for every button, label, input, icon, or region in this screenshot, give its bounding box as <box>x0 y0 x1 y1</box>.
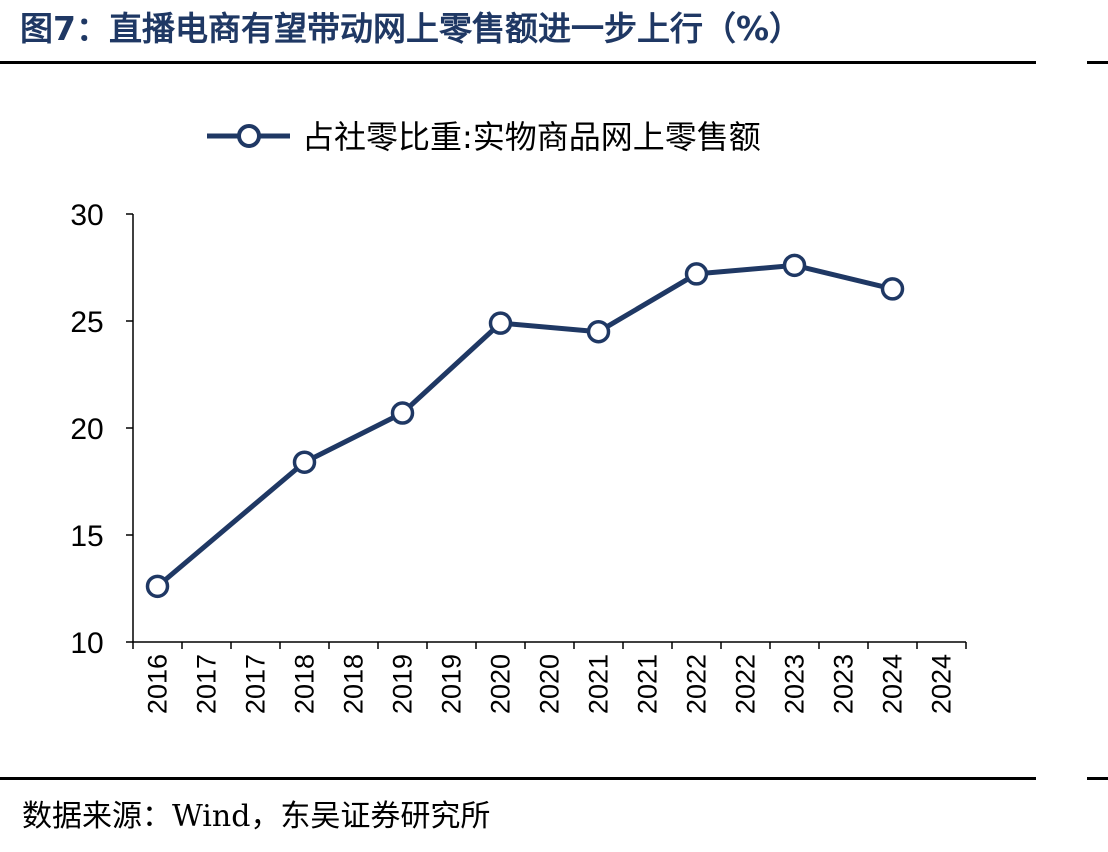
source-note: 数据来源：Wind，东吴证券研究所 <box>22 799 491 834</box>
data-point <box>684 262 709 286</box>
bottom-rule-tick <box>1087 777 1108 780</box>
axes: 10 15 20 25 30 2016 2017 2017 2018 2018 2019 2019 20… <box>70 199 967 714</box>
x-tick-label: 2023 <box>780 654 810 714</box>
y-tick-label: 25 <box>70 306 103 339</box>
line-chart: 占社零比重:实物商品网上零售额 10 15 20 25 30 2016 2017 2017 20… <box>70 118 967 714</box>
legend-marker-swatch <box>237 124 261 148</box>
y-tick-label: 15 <box>70 520 103 553</box>
series-layer <box>145 253 905 599</box>
x-tick-label: 2021 <box>633 654 663 714</box>
x-tick-label: 2017 <box>241 654 271 714</box>
x-tick-label: 2018 <box>290 654 320 714</box>
x-tick-label: 2018 <box>339 654 369 714</box>
bottom-rule <box>0 777 1036 780</box>
y-tick-label: 10 <box>70 627 103 660</box>
x-tick-label: 2021 <box>584 654 614 714</box>
x-tick-label: 2020 <box>486 654 516 714</box>
x-tick-label: 2023 <box>829 654 859 714</box>
top-rule <box>0 61 1036 64</box>
x-tick-label: 2019 <box>437 654 467 714</box>
figure-title: 图7：直播电商有望带动网上零售额进一步上行（%） <box>20 9 803 48</box>
x-tick-label: 2019 <box>388 654 418 714</box>
x-tick-label: 2020 <box>535 654 565 714</box>
y-tick-label: 30 <box>70 199 103 232</box>
x-tick-label: 2024 <box>927 654 957 714</box>
data-point <box>292 450 317 474</box>
data-point <box>488 311 513 335</box>
data-point <box>586 319 611 344</box>
data-point <box>782 253 807 278</box>
x-tick-label: 2022 <box>682 654 712 714</box>
top-rule-tick <box>1087 61 1108 64</box>
legend-label: 占社零比重:实物商品网上零售额 <box>302 118 761 156</box>
data-point <box>390 401 415 425</box>
series-line <box>155 262 894 589</box>
x-tick-label: 2016 <box>143 654 173 714</box>
data-point <box>880 277 905 301</box>
x-tick-label: 2024 <box>878 654 908 714</box>
legend: 占社零比重:实物商品网上零售额 <box>207 118 761 156</box>
x-tick-label: 2017 <box>192 654 222 714</box>
data-point <box>145 574 170 599</box>
x-tick-label: 2022 <box>731 654 761 714</box>
y-tick-label: 20 <box>70 413 103 446</box>
